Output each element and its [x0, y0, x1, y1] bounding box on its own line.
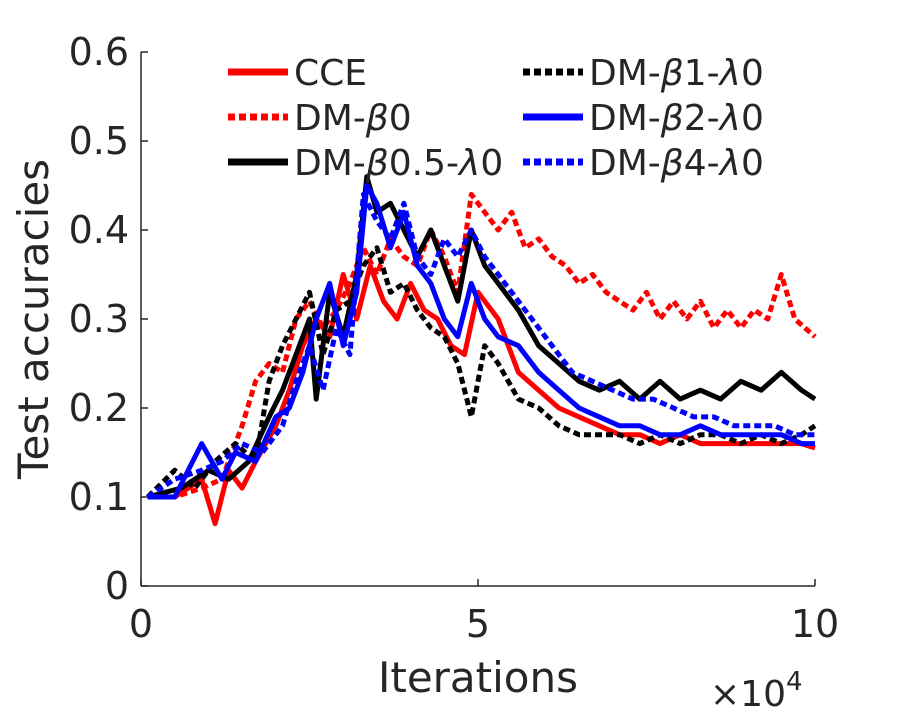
y-tick-label: 0.5 [69, 119, 129, 163]
series-line-3 [147, 174, 817, 500]
x-tick-label: 0 [129, 602, 153, 646]
y-tick-label: 0.1 [69, 475, 129, 519]
legend-label-5: DM-β2-λ0 [589, 98, 764, 139]
x-exponent-power: 4 [786, 667, 803, 697]
y-tick-label: 0.6 [69, 30, 129, 74]
x-axis-exponent: ×104 [710, 667, 803, 711]
legend-label-1: CCE [294, 53, 367, 94]
series-line-4 [145, 245, 817, 499]
legend-label-6: DM-β4-λ0 [589, 143, 764, 184]
legend-label-2: DM-β0 [294, 98, 412, 139]
legend-label-3: DM-β0.5-λ0 [294, 143, 503, 184]
series-line-2 [147, 191, 817, 500]
x-exponent-base: ×10 [710, 674, 786, 711]
y-tick-label: 0.2 [69, 386, 129, 430]
series-layer [145, 174, 817, 527]
tick-layer: 0 0.1 0.2 0.3 0.4 0.5 0.6 0 5 10 [69, 30, 840, 646]
y-tick-label: 0.3 [69, 297, 129, 341]
x-tick-label: 10 [791, 602, 839, 646]
y-tick-label: 0.4 [69, 208, 129, 252]
y-axis-label: Test accuracies [9, 159, 58, 480]
x-tick-label: 5 [466, 602, 490, 646]
x-axis-label: Iterations [378, 653, 578, 702]
y-tick-label: 0 [105, 564, 129, 608]
series-line-6 [146, 191, 815, 500]
series-line-5 [147, 183, 815, 500]
legend-label-4: DM-β1-λ0 [589, 53, 764, 94]
